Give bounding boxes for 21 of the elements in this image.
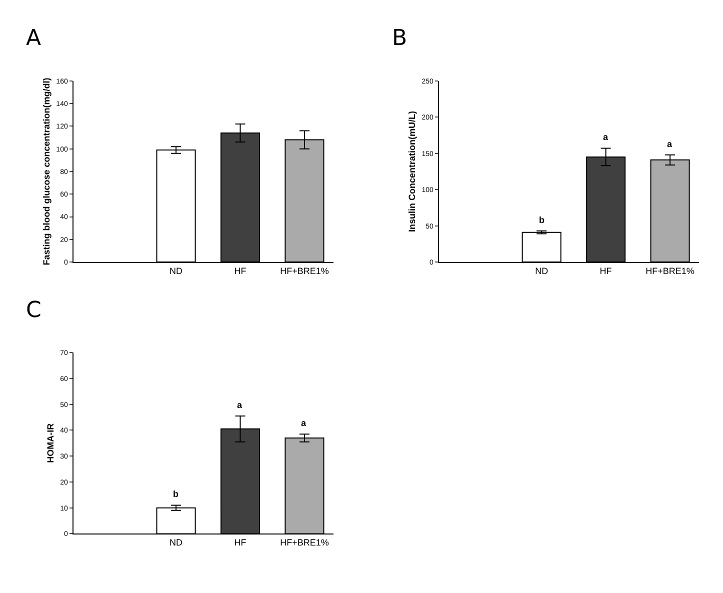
annotation: b [539,215,545,225]
annotation: a [667,139,673,149]
x-tick-label: ND [170,266,184,276]
x-tick-label: ND [535,266,549,276]
chart-title: A [26,26,42,51]
y-axis-title: HOMA-IR [45,422,56,463]
annotation: b [173,489,179,499]
annotation: a [301,418,307,428]
y-axis-title: Fasting blood glucose concentration(mg/dl) [42,78,52,266]
x-tick-label: HF+BRE1% [280,538,329,548]
x-tick-label: ND [170,538,184,548]
chart-title: B [392,26,408,51]
y-axis-title: Insulin Concentration(mU/L) [407,110,418,232]
annotation: a [237,400,243,410]
chart-title: C [26,298,42,323]
x-tick-label: HF [600,266,612,276]
x-tick-label: HF+BRE1% [280,266,329,276]
annotation: a [603,132,609,142]
x-tick-label: HF [234,266,247,276]
x-tick-label: HF [234,538,247,548]
x-tick-label: HF+BRE1% [646,266,694,276]
